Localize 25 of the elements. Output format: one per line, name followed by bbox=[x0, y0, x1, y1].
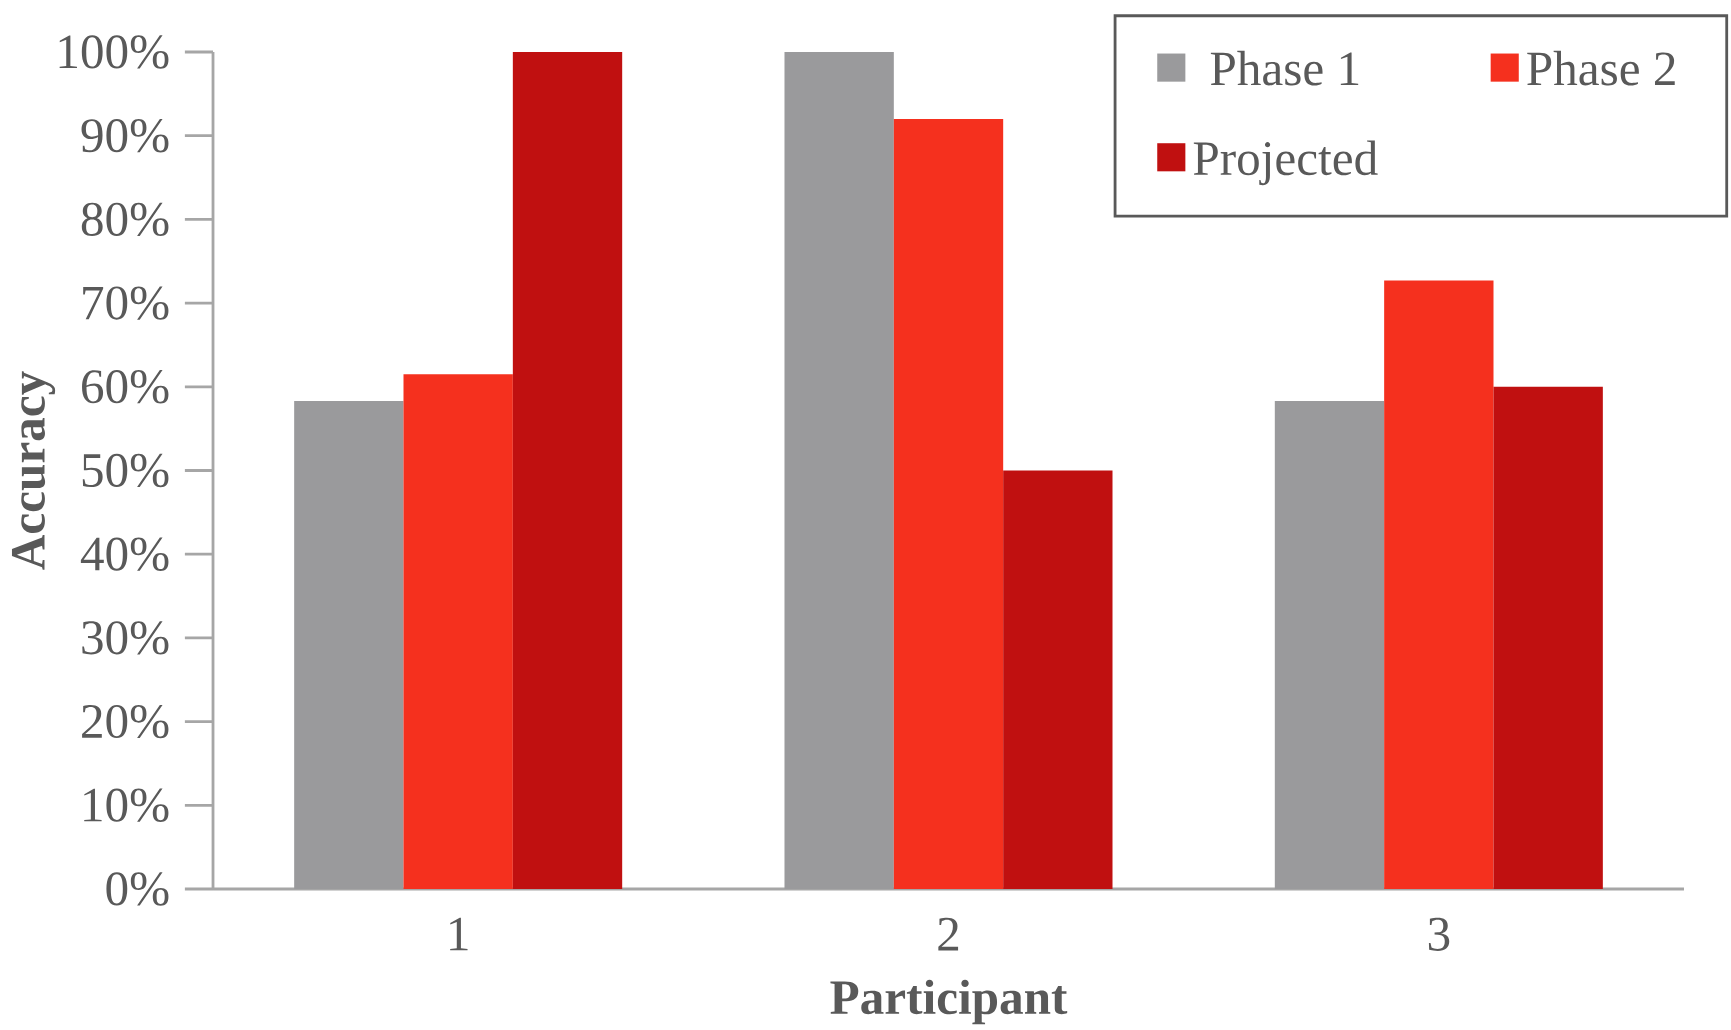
y-tick-label: 40% bbox=[80, 537, 169, 571]
y-tick-label: 50% bbox=[82, 453, 169, 488]
x-tick-label: 2 bbox=[938, 917, 959, 951]
bar bbox=[1493, 386, 1603, 889]
y-tick-label: 70% bbox=[83, 286, 169, 320]
y-tick-label: 90% bbox=[81, 118, 169, 153]
y-tick-label: 60% bbox=[82, 370, 169, 404]
bar bbox=[403, 374, 513, 889]
bar bbox=[512, 51, 623, 889]
y-tick-label: 10% bbox=[84, 788, 169, 822]
legend-label: Phase 2 bbox=[1527, 50, 1675, 86]
legend-label: Projected bbox=[1193, 140, 1378, 186]
bar bbox=[893, 118, 1004, 889]
x-tick-label: 1 bbox=[450, 917, 468, 951]
bar bbox=[1384, 280, 1494, 889]
y-axis-title: Accuracy bbox=[11, 371, 56, 570]
y-tick-label: 80% bbox=[81, 202, 169, 237]
y-tick-label: 100% bbox=[59, 35, 169, 69]
x-tick-label: 3 bbox=[1428, 917, 1450, 951]
bar bbox=[1003, 470, 1113, 889]
y-tick-label: 0% bbox=[106, 872, 169, 906]
legend-label: Phase 1 bbox=[1210, 50, 1359, 86]
x-axis-title: Participant bbox=[830, 979, 1068, 1025]
y-tick-label: 30% bbox=[82, 621, 169, 655]
y-tick-label: 20% bbox=[82, 704, 169, 739]
